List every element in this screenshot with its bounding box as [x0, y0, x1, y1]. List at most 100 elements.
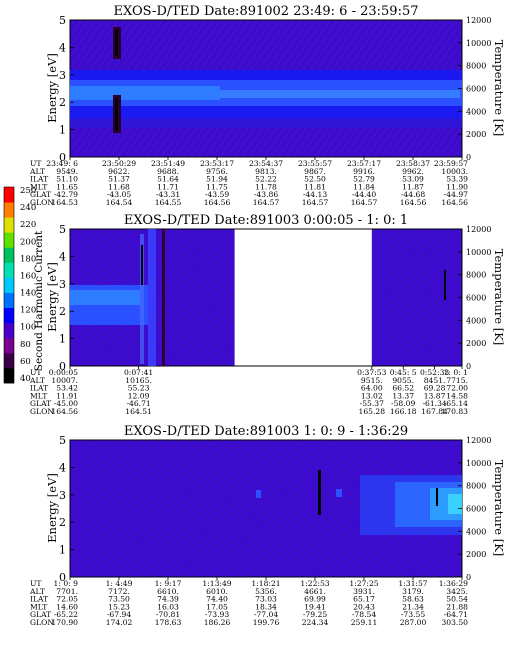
panel-1-title: EXOS-D/TED Date:891002 23:49: 6 - 23:59:… — [114, 4, 419, 19]
y2-tick-label: 8000 — [466, 482, 486, 491]
y2-tick-label: 6000 — [466, 505, 486, 514]
table-cell: 73.50 — [108, 595, 130, 604]
table-cell: -43.05 — [107, 190, 131, 199]
table-cell: 224.34 — [302, 618, 329, 627]
table-cell: 8451. — [424, 376, 446, 385]
table-cell: 74.40 — [206, 595, 228, 604]
panel-2: EXOS-D/TED Date:891003 0:00:05 - 1: 0: 1… — [29, 213, 505, 416]
y2-tick-label: 10000 — [466, 248, 491, 257]
table-cell: 0:37:53 — [357, 368, 386, 377]
table-cell: 287.00 — [400, 618, 427, 627]
table-cell: 23:59:57 — [434, 159, 468, 168]
panel-3-y2label: Temperature [K] — [492, 460, 505, 557]
table-cell: -65.22 — [54, 610, 78, 619]
table-cell: -67.94 — [107, 610, 131, 619]
y2-tick-label: 10000 — [466, 39, 491, 48]
table-cell: -46.71 — [126, 399, 150, 408]
table-row-label: UT — [30, 159, 41, 168]
table-cell: 303.50 — [441, 618, 468, 627]
table-cell: 55.23 — [128, 384, 150, 393]
table-cell: 19.41 — [304, 602, 326, 611]
table-cell: 10003. — [441, 167, 468, 176]
panel-1-ylabel: Energy [eV] — [45, 53, 59, 123]
table-row-label: ALT — [29, 376, 45, 385]
colorbar-tick-label: 200 — [20, 237, 36, 247]
colorbar-tick-label: 40 — [20, 374, 31, 384]
colorbar-cell — [4, 367, 14, 384]
table-cell: 53.39 — [446, 175, 468, 184]
y-tick-label: 2 — [59, 96, 66, 109]
colorbar-cell — [4, 247, 14, 263]
table-cell: 0:07:41 — [124, 368, 153, 377]
table-cell: -43.59 — [205, 190, 229, 199]
table-cell: 9962. — [402, 167, 424, 176]
y2-tick-label: 4000 — [466, 316, 486, 325]
table-cell: 9688. — [157, 167, 179, 176]
panel-3: EXOS-D/TED Date:891003 1: 0: 9 - 1:36:29… — [29, 424, 505, 627]
y-tick-label: 5 — [59, 434, 66, 447]
table-cell: 1: 4:49 — [106, 579, 133, 588]
table-cell: 3425. — [446, 587, 468, 596]
table-cell: 58.63 — [402, 595, 424, 604]
table-cell: 13.02 — [361, 391, 383, 400]
table-cell: -79.25 — [303, 610, 327, 619]
table-cell: 66.52 — [392, 384, 414, 393]
table-cell: 11.84 — [353, 182, 375, 191]
table-cell: 52.50 — [304, 175, 326, 184]
table-cell: -44.13 — [303, 190, 327, 199]
table-cell: 13.37 — [392, 391, 414, 400]
table-cell: 259.11 — [351, 618, 378, 627]
table-cell: 23:53:17 — [200, 159, 234, 168]
table-cell: 9515. — [361, 376, 383, 385]
table-cell: 6610. — [157, 587, 179, 596]
table-cell: 11.91 — [56, 391, 78, 400]
table-row-label: ILAT — [30, 595, 48, 604]
y2-tick-label: 2000 — [466, 130, 486, 139]
table-cell: 23:50:29 — [102, 159, 136, 168]
table-cell: 6010. — [206, 587, 228, 596]
table-cell: 18.34 — [255, 602, 277, 611]
table-cell: 164.55 — [155, 198, 182, 207]
table-cell: 5356. — [255, 587, 277, 596]
y-tick-label: 4 — [59, 41, 66, 54]
y-tick-label: 2 — [59, 305, 66, 318]
table-cell: -78.54 — [352, 610, 376, 619]
panel-2-title: EXOS-D/TED Date:891003 0:00:05 - 1: 0: 1 — [124, 213, 408, 228]
colorbar-tick-label: 100 — [20, 323, 36, 333]
table-cell: 0:00:05 — [49, 368, 78, 377]
table-cell: 51.64 — [157, 175, 179, 184]
table-row-label: ILAT — [30, 175, 48, 184]
colorbar-cell — [4, 277, 14, 293]
table-cell: 7715. — [446, 376, 468, 385]
colorbar-cell — [4, 292, 14, 309]
table-cell: 11.65 — [56, 182, 78, 191]
panel-2-ylabel: Energy [eV] — [45, 262, 59, 332]
panel-3-ylabel: Energy [eV] — [45, 473, 59, 543]
colorbar-cell — [4, 307, 14, 324]
y-tick-label: 5 — [59, 14, 66, 27]
table-cell: 164.53 — [51, 198, 78, 207]
panel-2-energy-bands — [70, 229, 446, 366]
table-cell: 10007. — [51, 376, 78, 385]
y-tick-label: 4 — [59, 250, 66, 263]
table-cell: 164.54 — [106, 198, 133, 207]
y-tick-label: 2 — [59, 516, 66, 529]
table-cell: 9756. — [206, 167, 228, 176]
table-cell: 1:13:49 — [202, 579, 231, 588]
y2-tick-label: 6000 — [466, 294, 486, 303]
y2-tick-label: 2000 — [466, 550, 486, 559]
y-tick-label: 4 — [59, 461, 66, 474]
table-row-label: ALT — [29, 167, 45, 176]
table-cell: 23:58:37 — [396, 159, 430, 168]
panel-1-energy-bands — [70, 27, 462, 133]
table-cell: 0:45: 5 — [390, 368, 417, 377]
table-cell: 11.81 — [304, 182, 326, 191]
table-cell: 9813. — [255, 167, 277, 176]
colorbar-cell — [4, 352, 14, 369]
table-cell: 72.00 — [446, 384, 468, 393]
y-tick-label: 3 — [59, 69, 66, 82]
table-cell: 16.03 — [157, 602, 179, 611]
table-cell: -55.37 — [360, 399, 384, 408]
table-cell: 164.57 — [253, 198, 280, 207]
table-cell: 170.90 — [51, 618, 78, 627]
